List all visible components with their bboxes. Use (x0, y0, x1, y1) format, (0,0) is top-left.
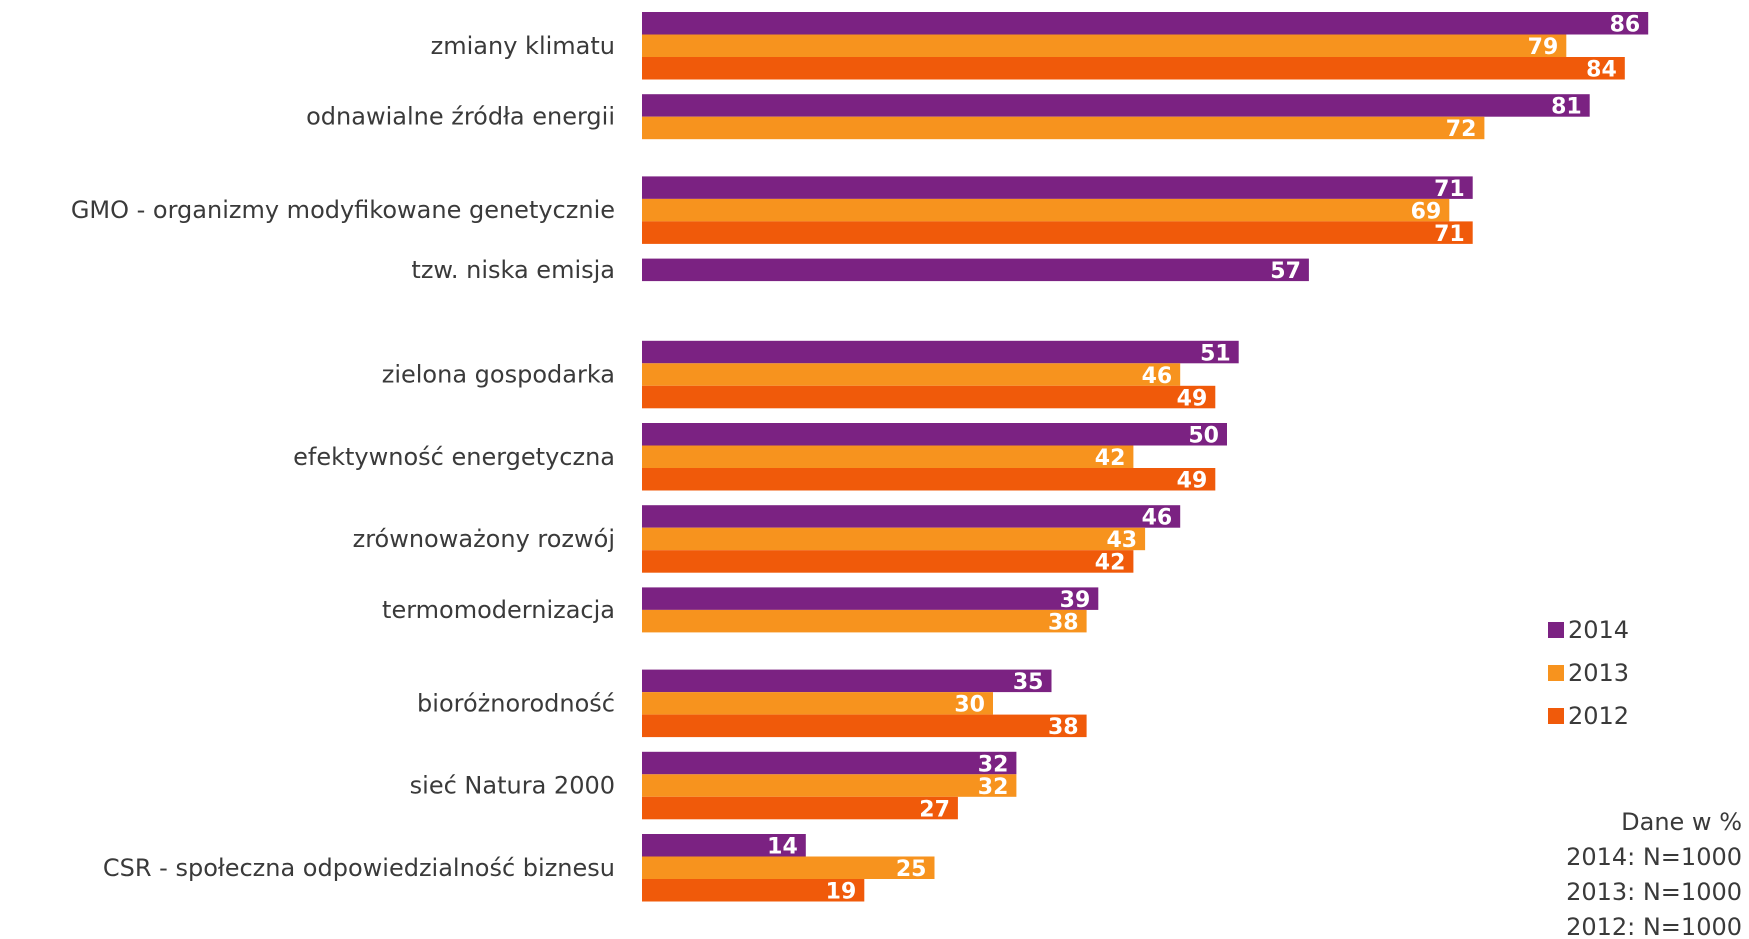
category-label-zrownowazony-rozwoj: zrównoważony rozwój (353, 525, 615, 553)
note-line-0: Dane w % (1621, 808, 1742, 836)
data-label-2014-efektywnosc-energetyczna: 50 (1188, 424, 1219, 449)
bar-2014-termomodernizacja (642, 587, 1099, 610)
bar-2014-gmo-organizmy-modyfikowane-genetycznie (642, 176, 1473, 199)
category-label-csr-spo-eczna-odpowiedzialnosc-biznesu: CSR - społeczna odpowiedzialność biznesu (103, 854, 615, 882)
note-line-2: 2013: N=1000 (1566, 878, 1742, 906)
category-label-termomodernizacja: termomodernizacja (382, 596, 615, 624)
note-line-1: 2014: N=1000 (1566, 843, 1742, 871)
data-label-2013-efektywnosc-energetyczna: 42 (1095, 446, 1126, 471)
data-label-2012-csr-spo-eczna-odpowiedzialnosc-biznesu: 19 (826, 880, 857, 905)
bar-2013-odnawialne-zrod-a-energii (642, 116, 1485, 140)
bar-2013-gmo-organizmy-modyfikowane-genetycznie (642, 198, 1450, 222)
data-label-2014-tzw-niska-emisja: 57 (1270, 259, 1301, 284)
bar-2012-bioroznorodnosc (642, 714, 1087, 738)
note-line-3: 2012: N=1000 (1566, 913, 1742, 939)
data-label-2012-gmo-organizmy-modyfikowane-genetycznie: 71 (1434, 222, 1465, 247)
data-label-2012-zmiany-klimatu: 84 (1586, 58, 1617, 83)
bar-2013-efektywnosc-energetyczna (642, 445, 1134, 468)
bar-2014-odnawialne-zrod-a-energii (642, 94, 1590, 117)
chart-notes: Dane w % 2014: N=1000 2013: N=1000 2012: N=… (1566, 808, 1742, 939)
category-label-zmiany-klimatu: zmiany klimatu (431, 32, 615, 60)
data-label-2014-zmiany-klimatu: 86 (1610, 13, 1641, 38)
legend-label-2014: 2014 (1568, 616, 1629, 644)
bar-2012-gmo-organizmy-modyfikowane-genetycznie (642, 221, 1473, 244)
data-label-2013-zmiany-klimatu: 79 (1528, 35, 1559, 60)
category-label-tzw-niska-emisja: tzw. niska emisja (411, 256, 615, 284)
category-label-bioroznorodnosc: bioróżnorodność (417, 689, 615, 717)
bar-2012-zielona-gospodarka (642, 385, 1216, 409)
bar-2014-efektywnosc-energetyczna (642, 423, 1227, 446)
bar-2013-termomodernizacja (642, 609, 1087, 633)
category-labels-group: zmiany klimatu odnawialne źródła energii G… (71, 32, 615, 882)
data-label-2013-bioroznorodnosc: 30 (954, 693, 985, 718)
data-label-2012-bioroznorodnosc: 38 (1048, 715, 1079, 740)
bar-2013-siec-natura-2000 (642, 774, 1017, 797)
data-label-2012-zielona-gospodarka: 49 (1177, 386, 1208, 411)
bars-group: 8679848172716971575146495042494643423938… (642, 12, 1649, 905)
data-label-2014-zrownowazony-rozwoj: 46 (1142, 506, 1173, 531)
data-label-2014-siec-natura-2000: 32 (978, 752, 1009, 777)
data-label-2014-gmo-organizmy-modyfikowane-genetycznie: 71 (1434, 177, 1465, 202)
bar-2014-bioroznorodnosc (642, 669, 1052, 693)
legend-swatch-2014 (1548, 622, 1564, 638)
bar-2013-zrownowazony-rozwoj (642, 527, 1146, 551)
bar-2014-zmiany-klimatu (642, 12, 1649, 35)
data-label-2012-siec-natura-2000: 27 (919, 797, 950, 822)
data-label-2014-csr-spo-eczna-odpowiedzialnosc-biznesu: 14 (767, 835, 798, 860)
legend-label-2012: 2012 (1568, 702, 1629, 730)
data-label-2013-siec-natura-2000: 32 (978, 775, 1009, 800)
data-label-2014-odnawialne-zrod-a-energii: 81 (1551, 95, 1582, 120)
category-label-odnawialne-zrod-a-energii: odnawialne źródła energii (306, 103, 615, 131)
bar-2012-zmiany-klimatu (642, 57, 1625, 80)
data-label-2013-csr-spo-eczna-odpowiedzialnosc-biznesu: 25 (896, 857, 927, 882)
data-label-2013-odnawialne-zrod-a-energii: 72 (1446, 117, 1477, 142)
bar-2014-zielona-gospodarka (642, 340, 1239, 364)
category-label-siec-natura-2000: sieć Natura 2000 (410, 772, 615, 800)
legend-label-2013: 2013 (1568, 659, 1629, 687)
bar-2013-bioroznorodnosc (642, 692, 993, 715)
data-label-2014-termomodernizacja: 39 (1060, 588, 1091, 613)
data-label-2014-bioroznorodnosc: 35 (1013, 670, 1044, 695)
bar-2014-tzw-niska-emisja (642, 258, 1309, 282)
data-label-2013-termomodernizacja: 38 (1048, 610, 1079, 635)
bar-2014-csr-spo-eczna-odpowiedzialnosc-biznesu (642, 834, 806, 857)
bar-2012-siec-natura-2000 (642, 796, 958, 820)
data-label-2013-gmo-organizmy-modyfikowane-genetycznie: 69 (1411, 199, 1442, 224)
data-label-2012-efektywnosc-energetyczna: 49 (1177, 469, 1208, 494)
bar-2012-csr-spo-eczna-odpowiedzialnosc-biznesu (642, 879, 865, 902)
bar-2013-zielona-gospodarka (642, 363, 1181, 386)
legend-swatch-2013 (1548, 665, 1564, 681)
data-label-2013-zrownowazony-rozwoj: 43 (1106, 528, 1137, 553)
data-label-2014-zielona-gospodarka: 51 (1200, 341, 1231, 366)
bar-2013-csr-spo-eczna-odpowiedzialnosc-biznesu (642, 856, 935, 879)
data-label-2012-zrownowazony-rozwoj: 42 (1095, 551, 1126, 576)
bar-2013-zmiany-klimatu (642, 34, 1567, 57)
category-label-gmo-organizmy-modyfikowane-genetycznie: GMO - organizmy modyfikowane genetycznie (71, 196, 615, 224)
bar-2012-zrownowazony-rozwoj (642, 550, 1134, 573)
category-label-efektywnosc-energetyczna: efektywność energetyczna (293, 443, 615, 471)
data-label-2013-zielona-gospodarka: 46 (1142, 364, 1173, 389)
legend: 2014 2013 2012 (1548, 616, 1629, 730)
bar-2014-siec-natura-2000 (642, 751, 1017, 775)
legend-swatch-2012 (1548, 708, 1564, 724)
category-label-zielona-gospodarka: zielona gospodarka (382, 361, 615, 389)
bar-2012-efektywnosc-energetyczna (642, 468, 1216, 491)
bar-2014-zrownowazony-rozwoj (642, 505, 1181, 528)
